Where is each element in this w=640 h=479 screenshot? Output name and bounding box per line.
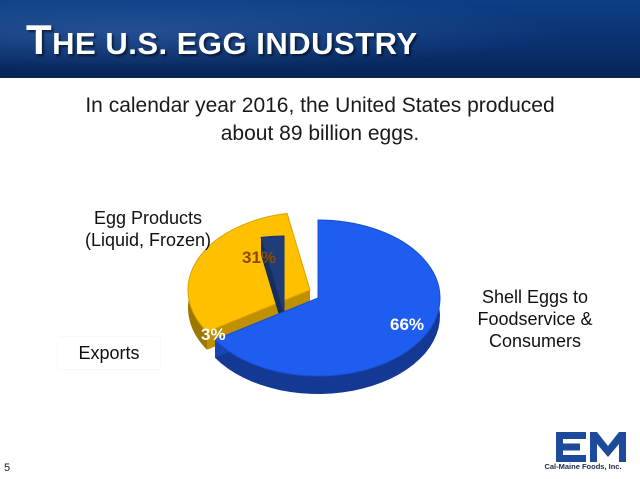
exports-label-text: Exports [78, 343, 140, 363]
exports-label: Exports [58, 337, 160, 369]
slice-exports-wall-0 [261, 237, 284, 332]
subtitle-line-1: In calendar year 2016, the United States… [85, 94, 555, 117]
egg-products-label-line-1: Egg Products [93, 208, 203, 228]
slide-title-initial: T [26, 16, 53, 63]
shell-eggs-label-line-2: Foodservice & [477, 309, 593, 329]
subtitle: In calendar year 2016, the United States… [40, 92, 600, 148]
slice-egg-products-value-label: 31% [242, 248, 276, 267]
slice-shell-eggs-value-label: 66% [390, 315, 424, 334]
egg-products-label: Egg Products (Liquid, Frozen) [68, 207, 228, 251]
slice-shell-eggs-top [214, 219, 441, 377]
shell-eggs-label: Shell Eggs to Foodservice & Consumers [460, 286, 610, 352]
slice-exports-value-label: 3% [201, 325, 226, 344]
title-bar-highlight [0, 0, 640, 78]
egg-products-label-line-2: (Liquid, Frozen) [84, 230, 212, 250]
slice-exports-top [260, 235, 285, 315]
slice-exports-group [260, 235, 285, 332]
title-bar [0, 0, 640, 78]
subtitle-line-2: about 89 billion eggs. [220, 122, 420, 145]
shell-eggs-label-line-1: Shell Eggs to [481, 287, 589, 307]
cal-maine-logo-icon [556, 432, 626, 462]
page-number: 5 [4, 462, 11, 474]
shell-eggs-label-line-3: Consumers [488, 331, 582, 351]
slide-title: THE U.S. EGG INDUSTRY [26, 16, 418, 64]
slice-shell-eggs-group [214, 219, 441, 394]
slide-title-rest: HE U.S. EGG INDUSTRY [52, 26, 418, 61]
logo-caption: Cal-Maine Foods, Inc. [544, 462, 622, 471]
